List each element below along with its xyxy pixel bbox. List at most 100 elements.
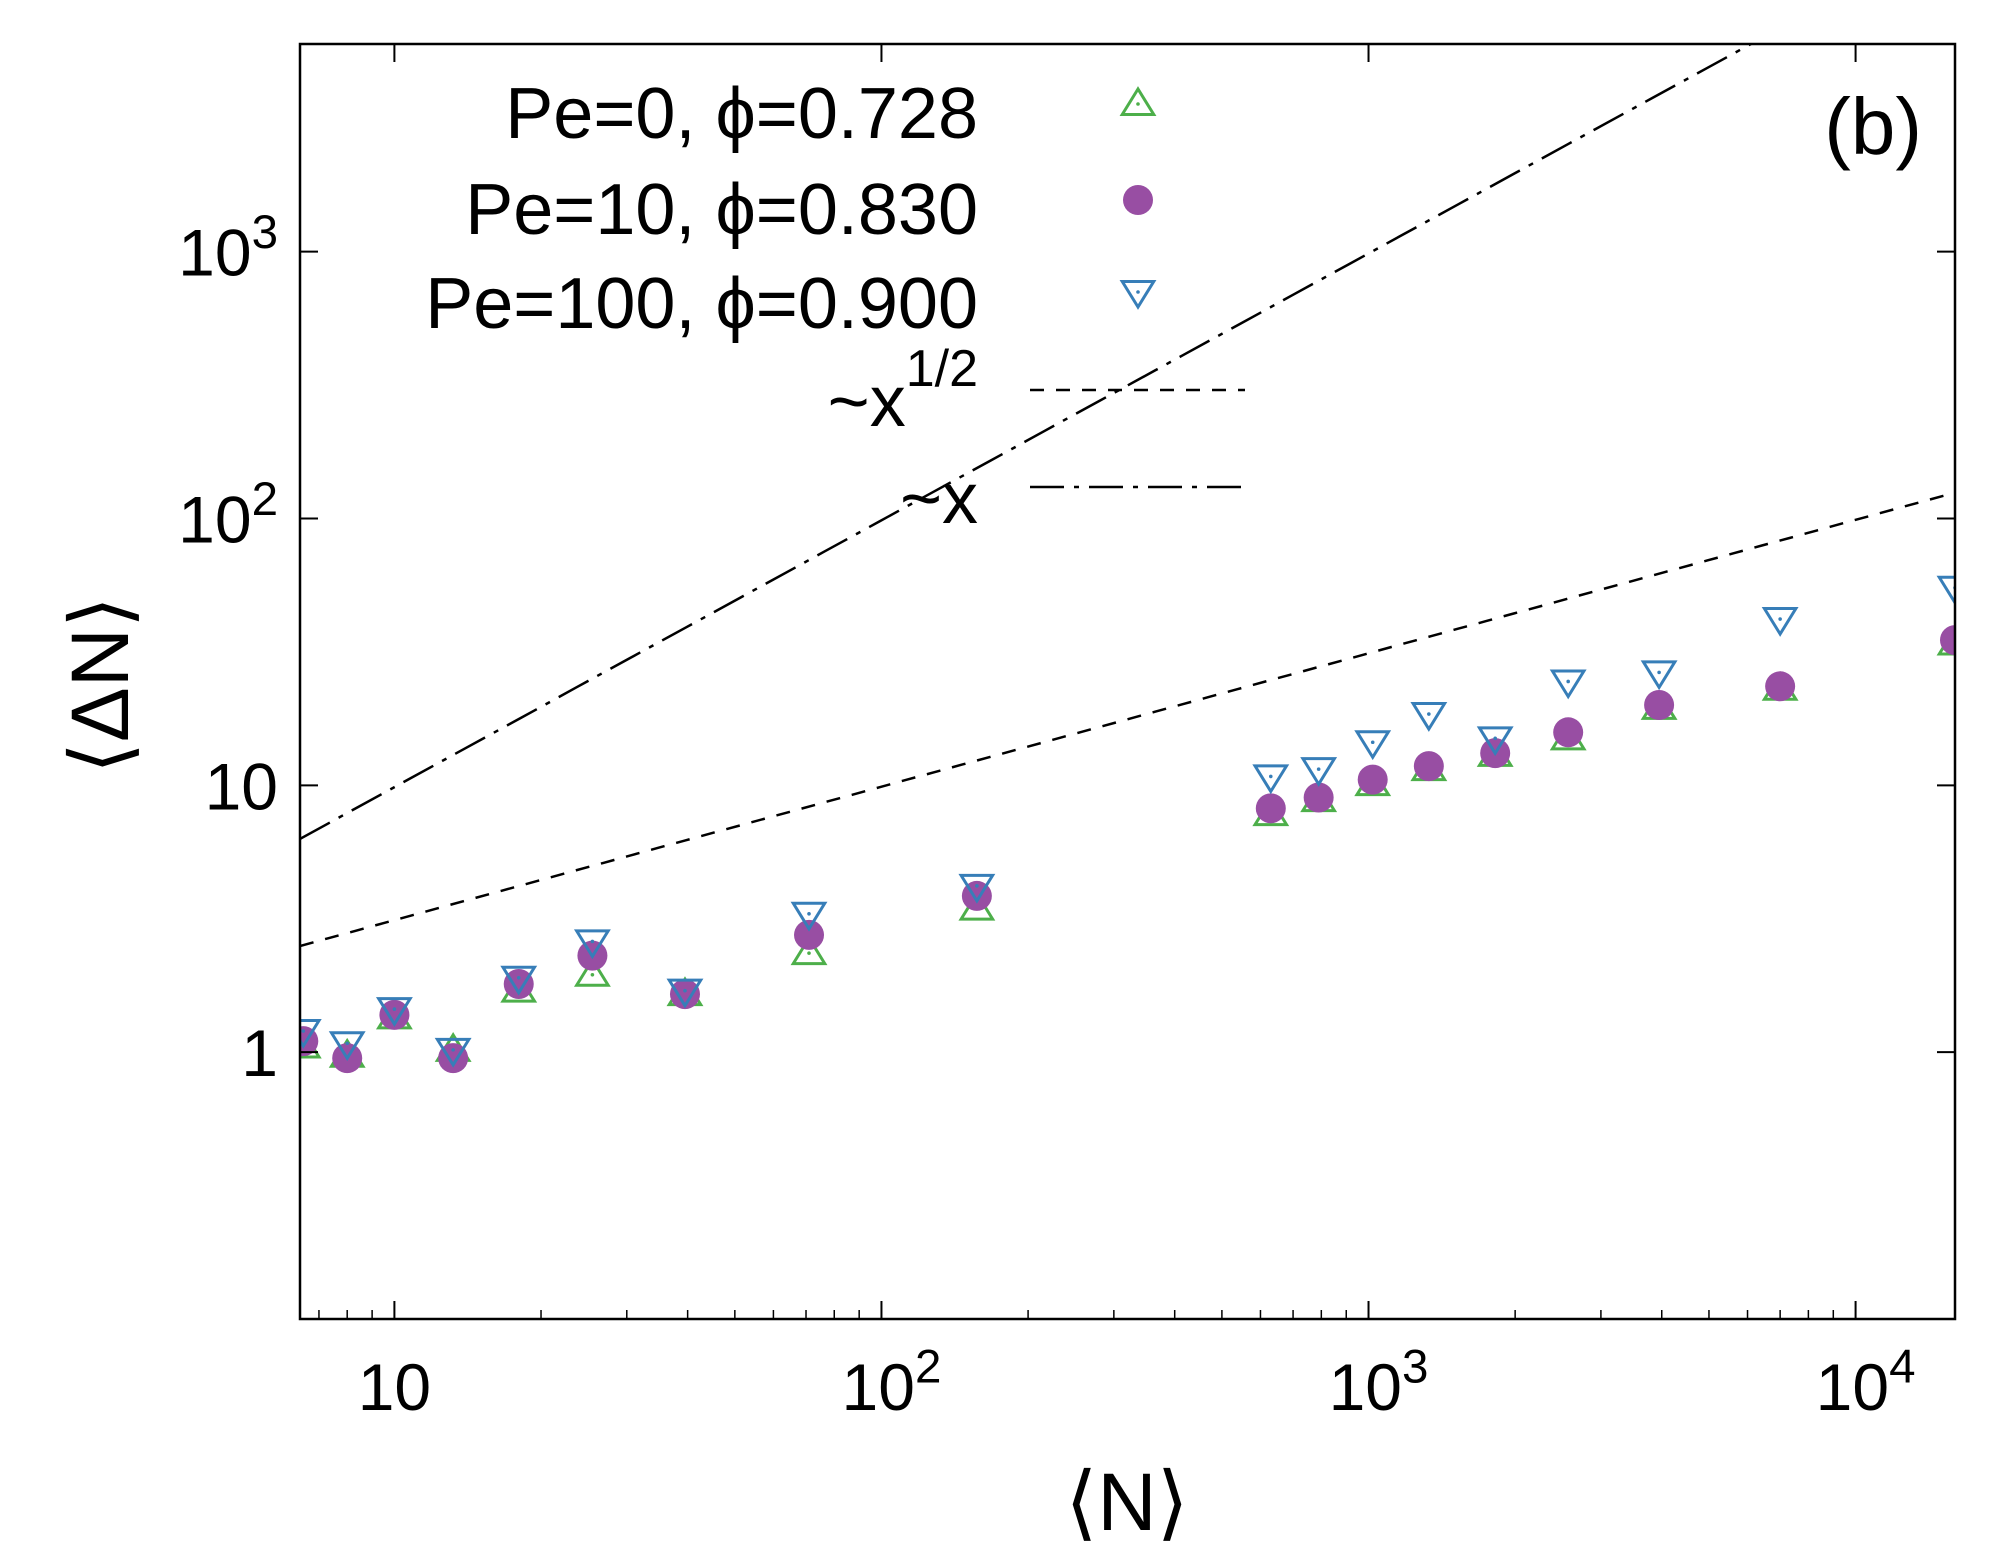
y-tick-label: 1 [241,1016,278,1090]
data-point-series-2-center-dot [1778,617,1782,621]
data-point-series-2-shape [666,978,704,1009]
data-point-series-2 [500,965,538,996]
legend-marker-shape [1119,86,1157,116]
data-point-series-2 [434,1037,472,1068]
x-tick-label: 10 [358,1350,431,1424]
data-point-series-2-shape [375,997,413,1027]
data-point-series-1 [379,999,410,1030]
data-point-series-1 [1644,689,1675,720]
legend-marker [1119,280,1157,310]
data-point-series-1 [1413,751,1444,782]
plot-area [300,44,1955,1074]
legend-marker-center-dot [1136,290,1140,294]
data-point-series-0-shape [573,956,611,987]
data-point-series-2-center-dot [1657,670,1661,675]
plot-frame [298,42,1957,1321]
legend-marker-shape [1119,280,1157,310]
data-point-series-0-center-dot [590,972,595,977]
data-point-series-2-center-dot [1566,679,1570,684]
data-point-series-2-shape [500,965,538,996]
data-point-series-2-center-dot [1493,736,1497,741]
y-tick-label-base: 1 [241,1016,278,1090]
data-point-series-2-center-dot [590,939,595,944]
data-point-series-0-shape [790,935,828,966]
data-point-series-0 [790,935,828,966]
data-point-series-1 [794,919,825,950]
legend: Pe=0, ϕ=0.728 Pe=10, ϕ=0.830 Pe=100, ϕ=0.9… [425,74,1245,539]
data-point-series-2-shape [1252,764,1290,795]
y-axis-title: ⟨ΔN⟩ [55,596,146,774]
data-point-series-2-shape [1300,757,1338,787]
data-point-series-2-shape [1354,730,1392,761]
x-tick-label-base: 10 [1816,1350,1889,1424]
legend-entry: ~x1/2 [828,340,1245,442]
data-point-series-2 [375,997,413,1027]
data-point-series-1 [300,1026,319,1057]
y-tick-label-exponent: 3 [252,206,278,259]
data-point-series-1 [503,969,534,1000]
data-point-series-2 [1252,764,1290,795]
data-point-series-2-center-dot [516,975,521,980]
legend-entry: Pe=100, ϕ=0.900 [425,264,1157,344]
data-point-series-2 [1549,669,1587,700]
data-point-series-2-center-dot [451,1048,455,1052]
data-point-series-2-center-dot [807,912,811,916]
legend-label: Pe=0, ϕ=0.728 [505,74,978,154]
y-tick-label-base: 10 [205,749,278,823]
data-point-series-2-shape [1410,702,1448,732]
data-point-series-1 [1940,625,1955,656]
legend-label-base: ~x [900,459,978,539]
legend-entry: Pe=0, ϕ=0.728 [505,74,1157,154]
data-point-series-2-shape [328,1031,366,1062]
y-tick-label: 10 [205,749,278,823]
data-markers [300,575,1955,1074]
y-tick-label-base: 10 [178,216,251,290]
data-point-series-2 [1761,607,1799,637]
data-point-series-2 [573,929,611,960]
data-point-series-2-shape [1640,660,1678,691]
x-tick-label-exponent: 3 [1402,1340,1428,1393]
x-tick-label-base: 10 [842,1350,915,1424]
data-point-series-2 [1640,660,1678,691]
data-point-series-1 [1303,782,1334,813]
data-point-series-2 [790,901,828,932]
data-point-series-2-center-dot [1427,712,1431,716]
x-tick-label: 102 [842,1340,942,1424]
data-point-series-2-shape [573,929,611,960]
data-point-series-2-shape [1549,669,1587,700]
data-point-series-1 [1553,717,1584,748]
data-point-series-2-center-dot [1316,767,1321,771]
legend-entry: Pe=10, ϕ=0.830 [465,170,1153,250]
reference-line-dashed [300,491,1955,948]
data-point-series-2-shape [1761,607,1799,637]
legend-marker [1123,185,1153,215]
data-point-series-2 [1300,757,1338,787]
data-point-series-2 [1410,702,1448,732]
x-tick-label-exponent: 4 [1889,1340,1915,1393]
data-point-series-1 [1255,793,1286,824]
data-point-series-2 [328,1031,366,1062]
y-tick-label: 102 [178,473,278,557]
x-tick-label-base: 10 [1329,1350,1402,1424]
y-tick-label-exponent: 2 [252,473,278,526]
x-tick-label: 103 [1329,1340,1429,1424]
data-point-series-2-center-dot [683,988,687,993]
reference-lines [300,44,1955,948]
legend-label: Pe=100, ϕ=0.900 [425,264,978,344]
data-point-series-2-center-dot [301,1029,306,1033]
x-tick-label-base: 10 [358,1350,431,1424]
reference-line-dashdot [300,44,1754,840]
data-point-series-2-shape [1476,726,1514,757]
data-point-series-2-shape [1936,575,1955,606]
data-point-series-2-shape [300,1019,322,1049]
data-point-series-2-shape [790,901,828,932]
data-point-series-2 [300,1019,322,1049]
data-point-series-2 [1476,726,1514,757]
data-point-series-2-center-dot [392,1007,397,1011]
x-axis: 10 102 103 104 [318,44,1916,1424]
data-point-series-1 [1765,671,1796,702]
data-point-series-0-center-dot [807,951,811,955]
data-point-series-2-center-dot [1370,740,1375,745]
legend-marker-center-dot [1136,102,1140,106]
